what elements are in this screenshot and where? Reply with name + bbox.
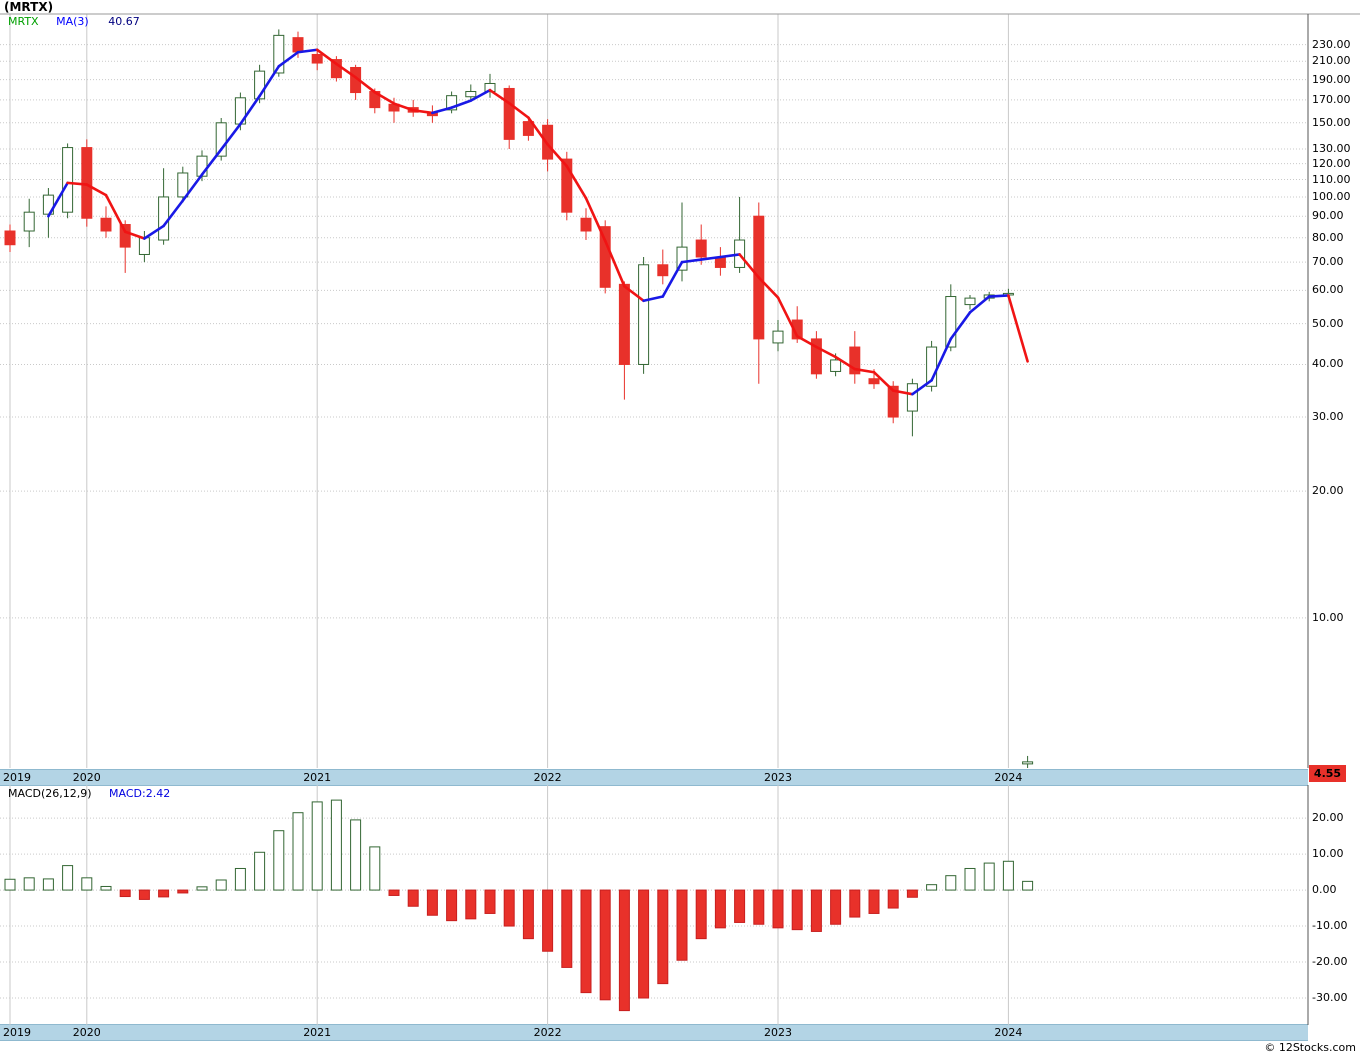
price-tick-label: 230.00 [1312,37,1351,51]
watermark-credit: © 12Stocks.com [1264,1041,1356,1054]
price-tick-label: 190.00 [1312,72,1351,86]
price-tick-label: 120.00 [1312,156,1351,170]
macd-tick-label: 20.00 [1312,811,1344,825]
year-label: 2022 [533,771,562,784]
price-tick-label: 170.00 [1312,92,1351,106]
price-tick-label: 70.00 [1312,255,1344,269]
macd-tick-label: -30.00 [1312,991,1348,1004]
year-label: 2020 [72,771,101,784]
ticker-symbol: MRTX [8,15,39,28]
macd-tick-label: -10.00 [1312,919,1348,933]
year-label: 2024 [994,771,1023,784]
price-tick-label: 110.00 [1312,172,1351,186]
price-tick-label: 50.00 [1312,316,1344,330]
price-chart-legend: MRTX MA(3) 40.67 [8,15,140,28]
price-tick-label: 60.00 [1312,283,1344,297]
ma-value: 40.67 [108,15,140,28]
price-tick-label: 130.00 [1312,141,1351,155]
last-price-badge: 4.55 [1309,765,1346,782]
year-label: 2021 [303,771,332,784]
price-tick-label: 210.00 [1312,54,1351,68]
price-tick-label: 40.00 [1312,357,1344,371]
price-tick-label: 30.00 [1312,410,1344,424]
year-label: 2023 [764,771,792,784]
macd-legend: MACD(26,12,9) MACD:2.42 [8,787,170,800]
year-label: 2019 [3,771,31,784]
macd-value: MACD:2.42 [109,787,171,800]
year-label: 2022 [533,1026,562,1039]
year-label: 2021 [303,1026,332,1039]
price-tick-label: 100.00 [1312,189,1351,203]
macd-tick-label: -20.00 [1312,955,1348,969]
year-label: 2019 [3,1026,31,1039]
ma-label: MA(3) [56,15,89,28]
price-tick-label: 150.00 [1312,115,1351,129]
macd-tick-label: 0.00 [1312,883,1337,897]
page-title: (MRTX) [4,0,54,14]
year-label: 2024 [994,1026,1023,1039]
year-label: 2020 [72,1026,101,1039]
macd-xaxis-band: 2019 2020 2021 2022 2023 2024 [0,1024,1308,1041]
price-tick-label: 20.00 [1312,484,1344,498]
price-tick-label: 10.00 [1312,610,1344,624]
year-label: 2023 [764,1026,792,1039]
macd-formula: MACD(26,12,9) [8,787,92,800]
price-xaxis-band: 2019 2020 2021 2022 2023 2024 [0,769,1308,786]
price-tick-label: 80.00 [1312,230,1344,244]
price-tick-label: 90.00 [1312,209,1344,223]
macd-tick-label: 10.00 [1312,847,1344,861]
